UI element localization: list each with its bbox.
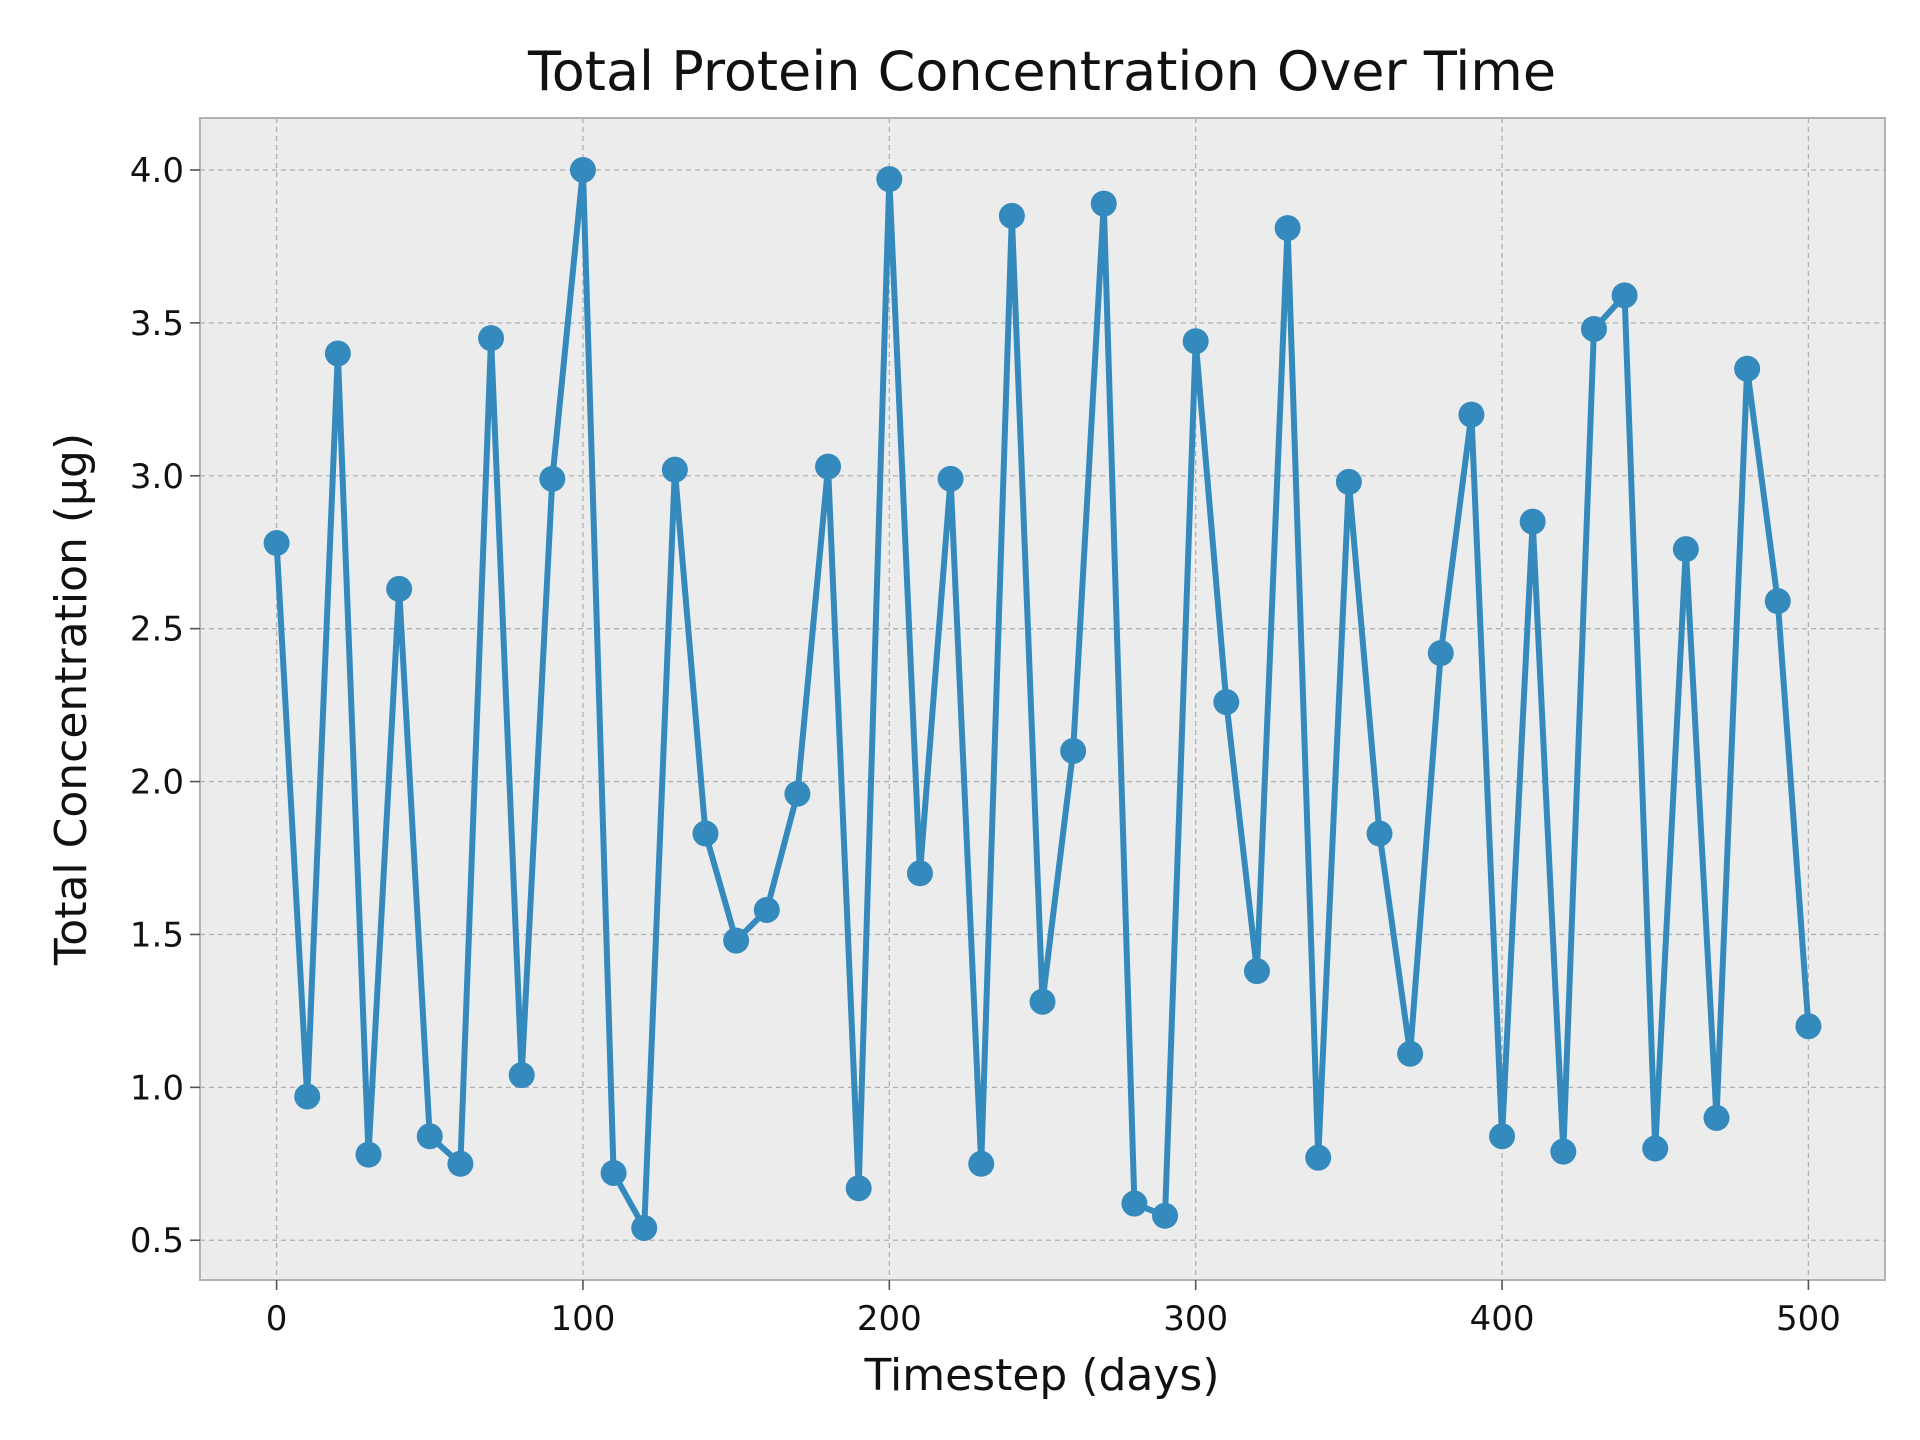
plot-area <box>200 118 1885 1280</box>
x-tick-label: 400 <box>1470 1299 1535 1339</box>
data-point <box>1703 1104 1730 1131</box>
data-point <box>631 1215 658 1242</box>
y-axis-label: Total Concentration (μg) <box>46 433 97 966</box>
data-point <box>539 465 566 492</box>
data-point <box>661 456 688 483</box>
data-point <box>1458 401 1485 428</box>
data-point <box>447 1150 474 1177</box>
data-point <box>723 927 750 954</box>
data-point <box>906 860 933 887</box>
series-layer <box>263 156 1822 1242</box>
y-tick-label: 1.5 <box>130 915 184 955</box>
data-point <box>1243 958 1270 985</box>
data-point <box>1580 315 1607 342</box>
y-axis-ticks: 0.5 1.0 1.5 2.0 2.5 3.0 3.5 4.0 <box>130 151 200 1261</box>
data-point <box>1060 737 1087 764</box>
data-point <box>1152 1202 1179 1229</box>
x-tick-label: 200 <box>857 1299 922 1339</box>
y-tick-label: 3.5 <box>130 304 184 344</box>
data-point <box>1611 282 1638 309</box>
data-point <box>263 530 290 557</box>
data-point <box>324 340 351 367</box>
data-point <box>478 325 505 352</box>
data-point <box>508 1062 535 1089</box>
x-tick-label: 500 <box>1776 1299 1841 1339</box>
data-point <box>1672 536 1699 563</box>
data-point <box>1335 468 1362 495</box>
data-point <box>937 465 964 492</box>
x-axis-ticks: 0 100 200 300 400 500 <box>266 1280 1841 1339</box>
data-point <box>815 453 842 480</box>
data-point <box>1366 820 1393 847</box>
data-point <box>386 575 413 602</box>
y-tick-label: 2.0 <box>130 763 184 803</box>
data-point <box>1121 1190 1148 1217</box>
data-point <box>845 1175 872 1202</box>
data-point <box>876 166 903 193</box>
data-point <box>1397 1040 1424 1067</box>
data-point <box>1090 190 1117 217</box>
data-point <box>569 156 596 183</box>
data-point <box>1519 508 1546 535</box>
y-tick-label: 3.0 <box>130 457 184 497</box>
data-point <box>998 202 1025 229</box>
y-tick-label: 0.5 <box>130 1221 184 1261</box>
data-point <box>692 820 719 847</box>
data-point <box>753 896 780 923</box>
data-point <box>1427 640 1454 667</box>
x-tick-label: 0 <box>266 1299 288 1339</box>
plot-frame <box>199 117 1886 1281</box>
data-point <box>1489 1123 1516 1150</box>
y-tick-label: 2.5 <box>130 610 184 650</box>
data-point <box>1182 328 1209 355</box>
y-tick-label: 4.0 <box>130 151 184 191</box>
data-point <box>968 1150 995 1177</box>
data-point <box>1764 588 1791 615</box>
data-point <box>600 1159 627 1186</box>
data-point <box>1550 1138 1577 1165</box>
x-tick-label: 300 <box>1163 1299 1228 1339</box>
data-point <box>784 780 811 807</box>
data-point <box>1734 355 1761 382</box>
data-point <box>1305 1144 1332 1171</box>
data-point <box>1642 1135 1669 1162</box>
x-axis-label: Timestep (days) <box>863 1350 1219 1401</box>
data-point <box>1029 988 1056 1015</box>
data-point <box>1213 689 1240 716</box>
x-tick-label: 100 <box>551 1299 616 1339</box>
data-point <box>355 1141 382 1168</box>
data-point <box>416 1123 443 1150</box>
chart-title: Total Protein Concentration Over Time <box>527 40 1556 103</box>
data-point <box>1274 215 1301 242</box>
data-point <box>1795 1013 1822 1040</box>
data-point <box>294 1083 321 1110</box>
y-tick-label: 1.0 <box>130 1068 184 1108</box>
